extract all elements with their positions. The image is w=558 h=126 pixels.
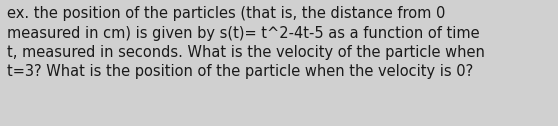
Text: ex. the position of the particles (that is, the distance from 0
measured in cm) : ex. the position of the particles (that … xyxy=(7,6,484,79)
